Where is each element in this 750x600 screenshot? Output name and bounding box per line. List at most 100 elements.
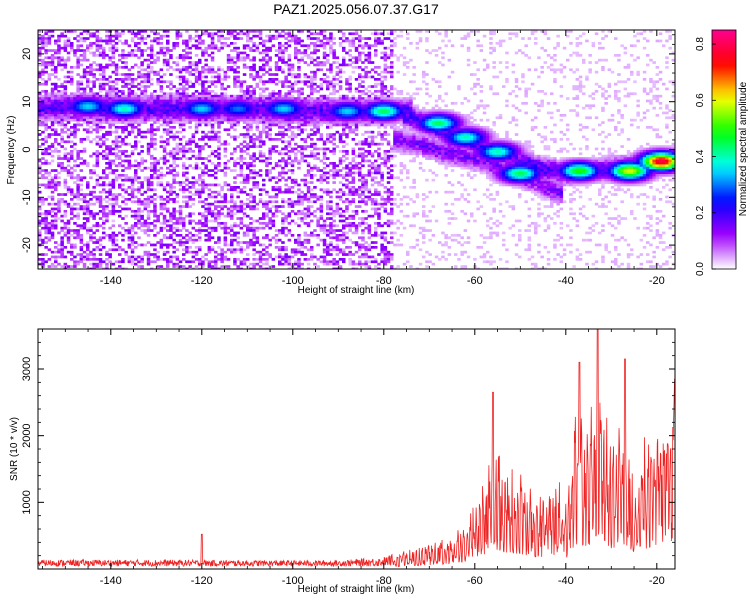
spectrogram-cell bbox=[178, 121, 183, 124]
spectrogram-cell bbox=[290, 202, 295, 206]
spectrogram-cell bbox=[294, 181, 298, 184]
spectrogram-cell bbox=[249, 162, 253, 165]
spectrogram-cell bbox=[300, 44, 304, 48]
spectrogram-cell bbox=[310, 75, 314, 79]
spectrogram-cell bbox=[201, 174, 205, 177]
spectrogram-cell bbox=[50, 133, 55, 136]
spectrogram-cell bbox=[188, 56, 192, 60]
spectrogram-cell bbox=[204, 90, 208, 93]
spectrogram-cell bbox=[303, 238, 308, 242]
spectrogram-cell bbox=[114, 118, 119, 122]
spectrogram-cell bbox=[210, 130, 215, 134]
spectrogram-cell bbox=[114, 142, 119, 146]
spectrogram-cell bbox=[54, 99, 58, 103]
spectrogram-cell bbox=[86, 32, 90, 36]
spectrogram-cell bbox=[146, 111, 151, 115]
spectrogram-cell bbox=[169, 135, 173, 139]
spectrogram-cell bbox=[265, 104, 269, 108]
spectrogram-cell bbox=[60, 123, 64, 127]
spectrogram-cell bbox=[41, 109, 45, 112]
spectrogram-cell bbox=[249, 176, 253, 180]
spectrogram-cell bbox=[47, 135, 52, 139]
spectrogram-cell bbox=[70, 70, 74, 74]
spectrogram-cell bbox=[278, 205, 282, 208]
spectrogram-cell bbox=[258, 154, 263, 158]
spectrogram-cell bbox=[140, 200, 144, 204]
spectrogram-cell bbox=[140, 135, 144, 139]
spectrogram-cell bbox=[169, 217, 173, 220]
spectrogram-cell bbox=[79, 248, 84, 252]
spectrogram-cell bbox=[178, 212, 183, 216]
spectrogram-cell bbox=[118, 157, 122, 160]
spectrogram-cell bbox=[329, 229, 333, 232]
spectrogram-cell bbox=[54, 260, 58, 264]
spectrogram-cell bbox=[310, 118, 314, 122]
spectrogram-cell bbox=[66, 205, 71, 208]
spectrogram-cell bbox=[198, 226, 202, 230]
spectrogram-cell bbox=[246, 121, 250, 124]
spectrogram-cell bbox=[166, 236, 170, 240]
spectrogram-cell bbox=[287, 162, 292, 165]
spectrogram-cell bbox=[335, 164, 340, 168]
spectrogram-cell bbox=[290, 164, 295, 168]
spectrogram-cell bbox=[268, 49, 272, 52]
spectrogram-cell bbox=[271, 224, 276, 228]
spectrogram-cell bbox=[198, 260, 202, 264]
spectrogram-cell bbox=[332, 114, 336, 117]
spectrogram-cell bbox=[92, 68, 96, 72]
spectrogram-cell bbox=[105, 174, 109, 177]
spectrogram-cell bbox=[265, 135, 269, 139]
spectrogram-cell bbox=[322, 241, 327, 244]
spectrogram-cell bbox=[118, 106, 122, 110]
spectrogram-cell bbox=[130, 193, 135, 196]
spectrogram-cell bbox=[153, 97, 157, 100]
spectrogram-cell bbox=[246, 198, 250, 201]
spectrogram-cell bbox=[57, 123, 61, 127]
spectrogram-cell bbox=[284, 226, 288, 230]
spectrogram-cell bbox=[86, 66, 90, 69]
spectrogram-cell bbox=[44, 152, 48, 156]
spectrogram-cell bbox=[316, 61, 320, 64]
spectrogram-cell bbox=[281, 58, 285, 62]
spectrogram-cell bbox=[86, 128, 90, 132]
spectrogram-cell bbox=[44, 214, 48, 218]
spectrogram-cell bbox=[50, 63, 55, 67]
spectrogram-cell bbox=[182, 267, 186, 269]
spectrogram-cell bbox=[79, 44, 84, 48]
spectrogram-cell bbox=[316, 222, 320, 225]
spectrogram-cell bbox=[194, 30, 199, 33]
spectrogram-cell bbox=[41, 142, 45, 146]
spectrogram-cell bbox=[175, 68, 180, 72]
spectrogram-cell bbox=[246, 258, 250, 261]
spectrogram-cell bbox=[60, 94, 64, 98]
spectrogram-cell bbox=[143, 49, 148, 52]
spectrogram-cell bbox=[98, 258, 103, 261]
spectrogram-cell bbox=[95, 157, 100, 160]
spectrogram-cell bbox=[111, 140, 116, 144]
spectrogram-cell bbox=[134, 85, 138, 88]
spectrogram-cell bbox=[252, 87, 256, 91]
spectrogram-cell bbox=[79, 260, 84, 264]
spectrogram-cell bbox=[47, 49, 52, 52]
spectrogram-cell bbox=[319, 133, 324, 136]
spectrogram-cell bbox=[313, 147, 317, 151]
spectrogram-cell bbox=[306, 224, 311, 228]
spectrogram-cell bbox=[111, 147, 116, 151]
spectrogram-cell bbox=[73, 133, 77, 136]
spectrogram-cell bbox=[86, 164, 90, 168]
spectrogram-cell bbox=[38, 49, 42, 52]
spectrogram-cell bbox=[262, 188, 266, 192]
spectrogram-cell bbox=[322, 114, 327, 117]
spectrogram-cell bbox=[44, 61, 48, 64]
spectrogram-cell bbox=[230, 241, 234, 244]
spectrogram-cell bbox=[242, 121, 247, 124]
spectrogram-cell bbox=[124, 231, 128, 235]
spectrogram-cell bbox=[76, 44, 80, 48]
spectrogram-cell bbox=[329, 207, 333, 211]
spectrogram-cell bbox=[92, 195, 96, 199]
spectrogram-cell bbox=[73, 106, 77, 110]
spectrogram-cell bbox=[111, 202, 116, 206]
spectrogram-cell bbox=[326, 68, 330, 72]
spectrogram-cell bbox=[111, 61, 116, 64]
spectrogram-cell bbox=[98, 265, 103, 268]
